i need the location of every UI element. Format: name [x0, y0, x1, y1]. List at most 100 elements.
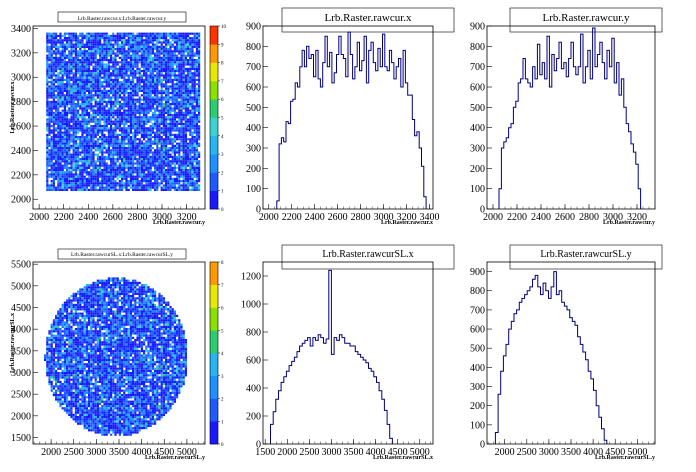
heatmap-cell	[61, 54, 64, 57]
heatmap-cell	[127, 173, 130, 176]
heatmap-cell	[140, 173, 143, 176]
heatmap-cell	[138, 78, 141, 81]
heatmap-cell	[182, 89, 185, 92]
heatmap-cell	[160, 98, 163, 101]
heatmap-cell	[136, 177, 139, 180]
heatmap-cell	[68, 61, 71, 64]
heatmap-cell	[103, 182, 106, 185]
heatmap-cell	[121, 138, 124, 141]
heatmap-cell	[57, 151, 60, 154]
heatmap-cell	[195, 149, 198, 152]
heatmap-cell	[59, 111, 62, 114]
heatmap-cell	[94, 87, 97, 90]
heatmap-cell	[57, 39, 60, 42]
heatmap-cell	[88, 78, 91, 81]
heatmap-cell	[127, 182, 130, 185]
heatmap-cell	[72, 92, 75, 95]
histogram-bin	[583, 83, 585, 209]
heatmap-cell	[101, 184, 104, 187]
heatmap-cell	[191, 177, 194, 180]
heatmap-cell	[74, 136, 77, 139]
heatmap-cell	[127, 118, 130, 121]
heatmap-cell	[46, 48, 49, 51]
heatmap-cell	[176, 59, 179, 62]
heatmap-cell	[140, 63, 143, 66]
heatmap-cell	[121, 89, 124, 92]
heatmap-cell	[162, 160, 165, 163]
heatmap-cell	[134, 65, 137, 68]
heatmap-cell	[50, 63, 53, 66]
heatmap-cell	[193, 87, 196, 90]
heatmap-cell	[99, 155, 102, 158]
heatmap-cell	[176, 32, 179, 35]
heatmap-cell	[68, 52, 71, 55]
heatmap-cell	[57, 65, 60, 68]
heatmap-cell	[173, 103, 176, 106]
heatmap-cell	[191, 111, 194, 114]
heatmap-cell	[70, 72, 73, 75]
heatmap-cell	[187, 78, 190, 81]
heatmap-cell	[171, 166, 174, 169]
heatmap-cell	[66, 125, 69, 128]
heatmap-cell	[180, 48, 183, 51]
heatmap-cell	[187, 180, 190, 183]
heatmap-cell	[145, 37, 148, 40]
heatmap-cell	[118, 103, 121, 106]
heatmap-cell	[125, 158, 128, 161]
heatmap-cell	[61, 70, 64, 73]
heatmap-cell	[52, 158, 55, 161]
heatmap-cell	[70, 41, 73, 44]
heatmap-cell	[107, 177, 110, 180]
heatmap-cell	[123, 52, 126, 55]
heatmap-cell	[147, 173, 150, 176]
heatmap-cell	[129, 129, 132, 132]
heatmap-cell	[145, 100, 148, 103]
heatmap-cell	[160, 96, 163, 99]
heatmap-cell	[70, 65, 73, 68]
heatmap-cell	[136, 83, 139, 86]
x-tick-label: 3200	[627, 212, 647, 223]
heatmap-cell	[140, 162, 143, 165]
heatmap-cell	[134, 171, 137, 174]
heatmap-cell	[125, 83, 128, 86]
heatmap-cell	[48, 89, 51, 92]
heatmap-cell	[101, 133, 104, 136]
heatmap-cell	[57, 81, 60, 84]
heatmap-cell	[182, 96, 185, 99]
heatmap-cell	[165, 125, 168, 128]
heatmap-cell	[189, 125, 192, 128]
heatmap-cell	[90, 32, 93, 35]
heatmap-cell	[66, 142, 69, 145]
y-axis-label: Lrb.Raster.rawcur.x	[10, 81, 16, 133]
heatmap-cell	[169, 34, 172, 37]
colorbar-label: 5	[221, 117, 224, 122]
heatmap-cell	[176, 37, 179, 40]
heatmap-cell	[158, 127, 161, 130]
heatmap-cell	[46, 70, 49, 73]
heatmap-cell	[195, 171, 198, 174]
heatmap-cell	[94, 186, 97, 189]
heatmap-cell	[121, 142, 124, 145]
heatmap-cell	[107, 98, 110, 101]
heatmap-cell	[195, 87, 198, 90]
heatmap-cell	[46, 122, 49, 125]
heatmap-cell	[151, 105, 154, 108]
heatmap-cell	[189, 56, 192, 59]
heatmap-cell	[134, 131, 137, 134]
heatmap-cell	[198, 92, 201, 95]
heatmap-cell	[129, 149, 132, 152]
heatmap-cell	[154, 151, 157, 154]
heatmap-cell	[74, 92, 77, 95]
heatmap-cell	[184, 136, 187, 139]
heatmap-cell	[160, 65, 163, 68]
heatmap-cell	[90, 81, 93, 84]
y-tick-label: 900	[470, 22, 485, 33]
heatmap-cell	[173, 61, 176, 64]
heatmap-cell	[189, 50, 192, 53]
heatmap-cell	[160, 147, 163, 150]
heatmap-cell	[92, 171, 95, 174]
heatmap-cell	[94, 67, 97, 70]
heatmap-cell	[70, 155, 73, 158]
heatmap-cell	[165, 169, 168, 172]
heatmap-cell	[107, 65, 110, 68]
